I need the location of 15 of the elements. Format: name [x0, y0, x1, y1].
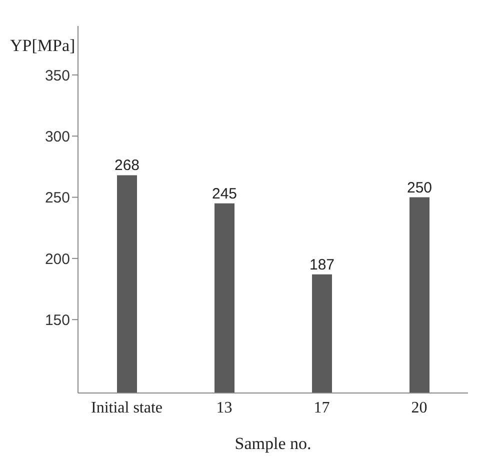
data-label: 268: [114, 157, 140, 174]
data-label: 187: [309, 256, 335, 274]
y-tick-label: 300: [44, 128, 70, 146]
y-tick-label: 150: [44, 312, 70, 329]
y-tick-label: 250: [44, 190, 70, 207]
x-tick-label: 17: [314, 399, 330, 416]
data-label: 245: [212, 185, 238, 202]
x-tick-label: 13: [216, 399, 232, 416]
data-label: 250: [406, 179, 432, 196]
y-tick-label: 350: [44, 67, 70, 84]
y-tick-label: 200: [44, 250, 70, 268]
x-tick-label: 20: [411, 399, 428, 416]
x-tick-label: Initial state: [90, 399, 163, 416]
y-axis-title: YP[MPa]: [10, 36, 76, 56]
x-axis-title: Sample no.: [234, 434, 312, 453]
